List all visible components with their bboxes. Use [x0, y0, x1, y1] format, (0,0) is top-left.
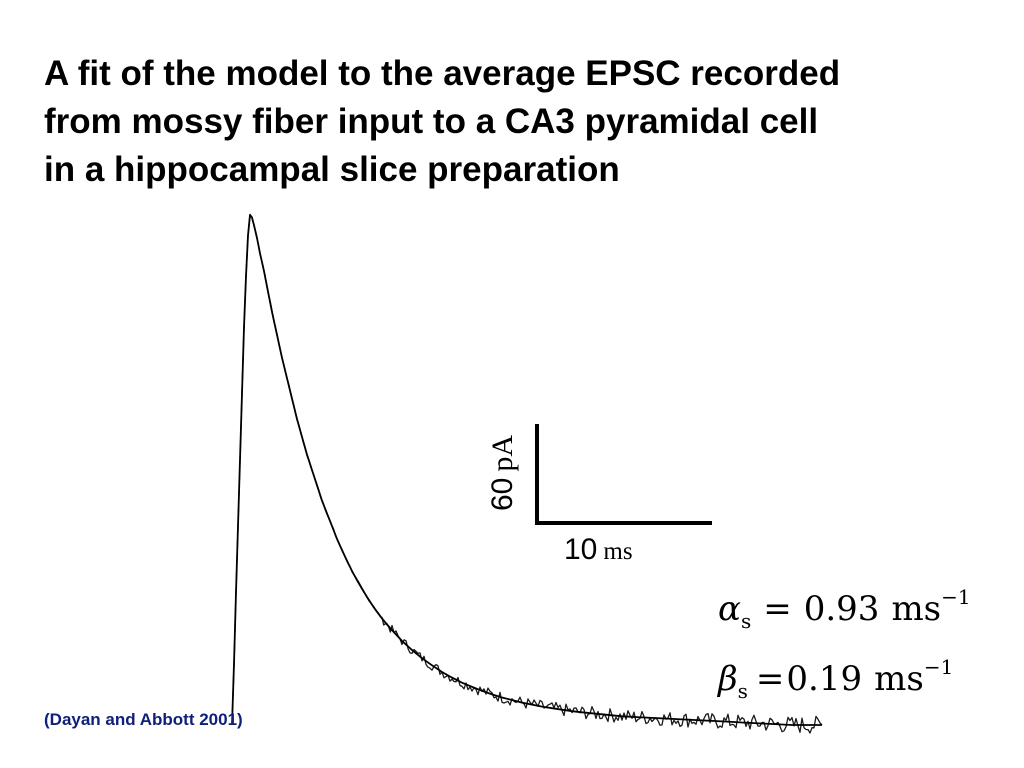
scale-vertical-unit: pA	[486, 435, 519, 472]
title-line-2: from mossy fiber input to a CA3 pyramida…	[44, 102, 819, 141]
title-line-3: in a hippocampal slice preparation	[44, 150, 620, 189]
alpha-equation: αs = 0.93 ms−1	[718, 585, 971, 633]
title-line-1: A fit of the model to the average EPSC r…	[44, 54, 841, 93]
scale-horizontal-unit: ms	[603, 538, 632, 565]
parameter-equations: αs = 0.93 ms−1 βs =0.19 ms−1	[716, 585, 971, 703]
beta-exponent: −1	[924, 655, 953, 679]
beta-equation: βs =0.19 ms−1	[716, 655, 953, 703]
citation: (Dayan and Abbott 2001)	[44, 710, 243, 729]
model-fit-trace	[231, 214, 822, 726]
alpha-value: 0.93	[804, 589, 880, 629]
epsc-traces	[231, 213, 823, 734]
slide-title: A fit of the model to the average EPSC r…	[44, 50, 984, 194]
scale-bar-horizontal-label: 10 ms	[564, 533, 633, 566]
alpha-relation: =	[763, 589, 792, 629]
scale-bar: 60 pA 10 ms	[486, 424, 712, 566]
beta-subscript: s	[738, 679, 748, 703]
beta-value: 0.19	[786, 659, 862, 699]
scale-bar-vertical-label: 60 pA	[486, 435, 519, 511]
alpha-symbol: α	[718, 589, 741, 629]
beta-relation: =	[756, 659, 785, 699]
beta-symbol: β	[716, 659, 738, 699]
alpha-subscript: s	[741, 609, 751, 633]
scale-vertical-value: 60	[486, 478, 519, 511]
alpha-exponent: −1	[941, 585, 970, 609]
alpha-unit: ms	[891, 589, 941, 629]
recorded-trace	[231, 213, 823, 734]
scale-horizontal-value: 10	[564, 533, 597, 566]
beta-unit: ms	[874, 659, 924, 699]
